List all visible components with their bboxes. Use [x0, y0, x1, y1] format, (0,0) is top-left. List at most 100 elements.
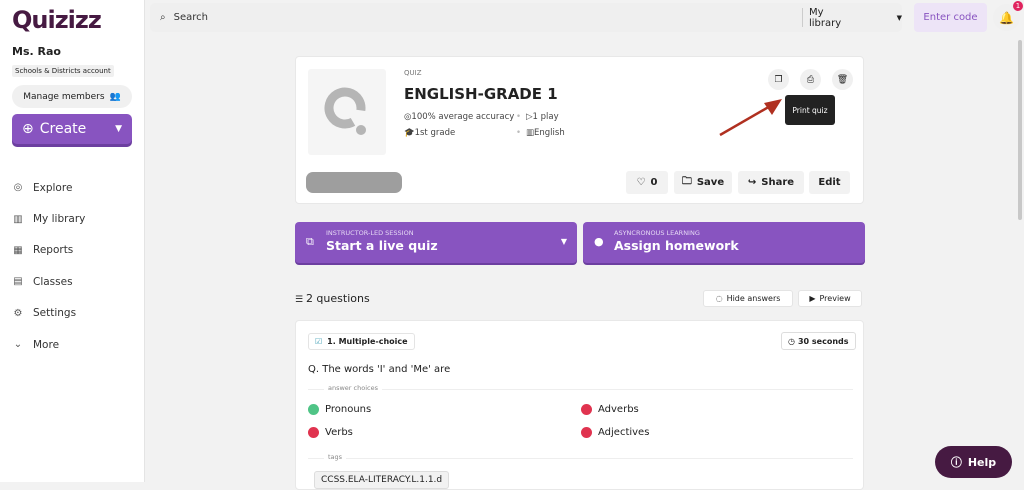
sidebar-item-explore[interactable]: ◎ Explore: [12, 172, 85, 203]
question-text: Q. The words 'I' and 'Me' are: [308, 364, 451, 375]
hide-label: Hide answers: [726, 294, 781, 303]
print-button[interactable]: ⎙: [800, 69, 821, 90]
checkbox-icon: ☑: [315, 337, 323, 346]
library-icon: ▥: [13, 213, 23, 225]
eye-off-icon: ◌: [715, 294, 723, 303]
library-scope-select[interactable]: My library ▼: [802, 6, 902, 29]
incorrect-dot-icon: [308, 427, 319, 438]
folder-icon: 🗀: [681, 176, 692, 187]
scrollbar[interactable]: [1018, 40, 1022, 220]
manage-label: Manage members: [23, 91, 105, 102]
books-icon: ▥: [526, 128, 535, 138]
subject: English: [534, 128, 565, 138]
assign-homework-button[interactable]: ● ASYNCRONOUS LEARNING Assign homework: [583, 222, 865, 263]
tags-divider: tags: [308, 453, 853, 461]
annotation-arrow: [719, 99, 782, 137]
delete-button[interactable]: 🗑: [832, 69, 853, 90]
help-button[interactable]: ⓘ Help: [935, 446, 1012, 478]
like-button[interactable]: ♡ 0: [626, 171, 668, 194]
label: My library: [33, 213, 86, 226]
author-redacted: [306, 172, 402, 193]
caret-down-icon: ▼: [560, 237, 567, 246]
accuracy: 100% average accuracy: [411, 112, 515, 122]
gear-icon: ⚙: [13, 307, 23, 319]
sidebar-item-reports[interactable]: ▦ Reports: [12, 235, 85, 266]
plays: 1 play: [532, 112, 559, 122]
incorrect-dot-icon: [581, 404, 592, 415]
save-label: Save: [696, 177, 725, 188]
list-icon: ☰: [295, 295, 306, 305]
quizizz-q-icon: [324, 87, 366, 135]
play-icon: ▷: [526, 112, 533, 122]
sidebar-item-my-library[interactable]: ▥ My library: [12, 203, 85, 234]
copy-button[interactable]: ❐: [768, 69, 789, 90]
choice-text: Verbs: [325, 427, 353, 438]
sidebar-item-classes[interactable]: ▤ Classes: [12, 266, 85, 297]
presenter-icon: ⧉: [306, 235, 314, 248]
question-count: ☰ 2 questions: [295, 292, 370, 305]
play-icon: ▶: [809, 294, 816, 303]
count: 2 questions: [305, 292, 370, 305]
incorrect-dot-icon: [581, 427, 592, 438]
caret-down-icon: ▼: [896, 13, 902, 22]
clock-icon: ◷: [788, 336, 795, 346]
grad-cap-icon: 🎓: [404, 128, 415, 138]
answer-choice: Verbs: [308, 427, 353, 438]
sidebar-item-settings[interactable]: ⚙ Settings: [12, 298, 85, 329]
sidebar: Quizizz Ms. Rao Schools & Districts acco…: [0, 0, 145, 482]
trash-icon: 🗑: [836, 74, 849, 85]
preview-label: Preview: [819, 294, 851, 303]
share-button[interactable]: ↪ Share: [738, 171, 804, 194]
live-sublabel: INSTRUCTOR-LED SESSION: [326, 229, 414, 237]
time: 30 seconds: [797, 336, 849, 346]
quiz-stats: ◎ 100% average accuracy • ▷ 1 play: [404, 112, 559, 122]
clock-icon: ●: [594, 235, 604, 248]
manage-members-button[interactable]: Manage members 👥: [12, 85, 132, 108]
question-card: ☑ 1. Multiple-choice ◷ 30 seconds Q. The w…: [295, 320, 864, 490]
user-gear-icon: 👥: [109, 91, 121, 102]
search-input[interactable]: ⌕ Search: [150, 12, 802, 23]
tags-label: tags: [324, 453, 347, 461]
start-live-quiz-button[interactable]: ⧉ INSTRUCTOR-LED SESSION Start a live qu…: [295, 222, 577, 263]
grade: 1st grade: [414, 128, 456, 138]
label: Settings: [33, 307, 77, 320]
choices-label: answer choices: [324, 384, 382, 392]
preview-button[interactable]: ▶ Preview: [798, 290, 862, 307]
help-label: Help: [967, 455, 997, 469]
edit-button[interactable]: Edit: [809, 171, 850, 194]
notification-badge: 1: [1013, 1, 1023, 11]
quiz-title: ENGLISH-GRADE 1: [404, 85, 558, 103]
choice-text: Pronouns: [325, 404, 372, 415]
printer-icon: ⎙: [806, 74, 815, 85]
quiz-type: QUIZ: [404, 69, 422, 77]
copy-icon: ❐: [774, 74, 783, 85]
hw-label: Assign homework: [614, 238, 739, 253]
standard-tag[interactable]: CCSS.ELA-LITERACY.L.1.1.d: [314, 471, 450, 489]
sidebar-item-more[interactable]: ⌄ More: [12, 329, 85, 360]
create-button[interactable]: ⊕ Create ▼: [12, 114, 132, 144]
question-type: ☑ 1. Multiple-choice: [308, 333, 415, 350]
answer-choice: Pronouns: [308, 404, 371, 415]
label: Explore: [33, 181, 73, 194]
save-button[interactable]: 🗀 Save: [674, 171, 732, 194]
chevron-down-icon: ⌄: [13, 339, 23, 351]
caret-down-icon: ▼: [115, 124, 122, 134]
label: Classes: [33, 275, 73, 288]
label: More: [33, 338, 60, 351]
answer-choice: Adverbs: [581, 404, 639, 415]
enter-code-button[interactable]: Enter code: [914, 3, 987, 32]
search-bar: ⌕ Search My library ▼: [150, 3, 902, 32]
choice-text: Adjectives: [598, 427, 650, 438]
type: 1. Multiple-choice: [327, 337, 408, 346]
share-label: Share: [761, 177, 795, 188]
scope-label: My library: [809, 6, 842, 29]
create-label: Create: [39, 121, 87, 137]
user-name: Ms. Rao: [12, 45, 61, 58]
answer-choices-divider: answer choices: [308, 384, 853, 392]
live-label: Start a live quiz: [326, 238, 438, 253]
hide-answers-button[interactable]: ◌ Hide answers: [703, 290, 793, 307]
likes: 0: [650, 177, 658, 188]
answer-choice: Adjectives: [581, 427, 649, 438]
search-icon: ⌕: [160, 12, 166, 23]
logo[interactable]: Quizizz: [12, 6, 102, 34]
